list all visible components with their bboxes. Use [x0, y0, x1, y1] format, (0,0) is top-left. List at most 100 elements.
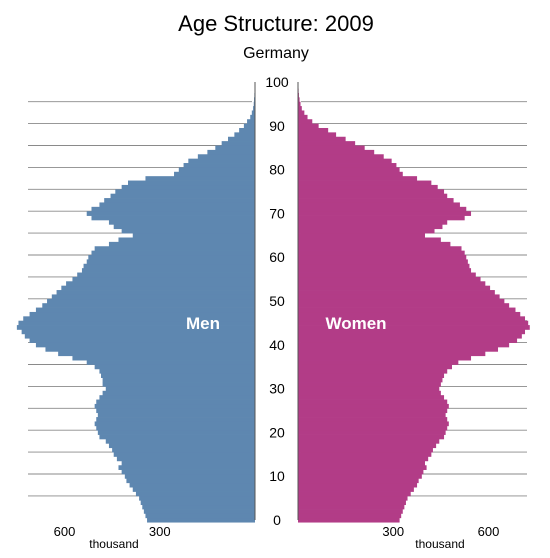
women-bar: [298, 184, 438, 190]
men-bar: [251, 110, 255, 116]
women-bar: [298, 268, 472, 273]
women-bar: [298, 417, 448, 422]
men-bar: [58, 351, 256, 357]
women-bar: [298, 452, 432, 457]
women-bar: [298, 263, 470, 269]
age-tick-label: 30: [269, 381, 285, 397]
men-bar: [56, 290, 255, 295]
women-bar: [298, 202, 460, 208]
age-tick-label: 90: [269, 118, 285, 134]
age-axis-ticks: 0 10 20 30 40 50 60 70 80 90 100: [265, 74, 289, 528]
age-tick-label: 10: [269, 468, 285, 484]
women-bar: [298, 377, 443, 383]
women-bar: [298, 360, 459, 365]
women-pop-tick-label: 300: [382, 524, 404, 539]
women-bar: [298, 246, 462, 251]
women-bar: [298, 272, 476, 278]
men-bar: [102, 377, 255, 383]
women-bar: [298, 390, 441, 396]
women-bar: [298, 176, 418, 181]
women-bar: [298, 158, 392, 164]
women-bar: [298, 478, 419, 484]
women-bar: [298, 136, 346, 142]
men-bar: [113, 224, 256, 230]
men-bar: [215, 145, 255, 151]
women-bar: [298, 425, 448, 431]
men-bar: [115, 189, 255, 195]
men-bar: [96, 399, 255, 405]
men-bar: [121, 460, 256, 466]
men-bar: [21, 329, 256, 335]
men-unit-label: thousand: [89, 537, 138, 551]
women-bar: [298, 206, 467, 212]
men-bar: [18, 320, 256, 326]
men-bar: [94, 421, 255, 427]
women-bar: [298, 119, 313, 124]
men-bar: [42, 303, 256, 308]
men-bar: [81, 268, 256, 273]
men-bar: [88, 255, 255, 260]
women-bar: [298, 294, 500, 300]
women-bar: [298, 167, 400, 173]
age-tick-label: 50: [269, 293, 285, 309]
women-bar: [298, 325, 530, 330]
men-bar: [124, 474, 255, 479]
women-bar: [298, 163, 397, 168]
women-bar: [298, 355, 472, 361]
men-bar: [239, 127, 255, 133]
men-bar: [83, 263, 255, 269]
women-bar: [298, 311, 521, 317]
women-bar: [298, 228, 435, 234]
women-pop-tick-label: 600: [478, 524, 500, 539]
men-bar: [116, 456, 255, 462]
age-tick-label: 40: [269, 337, 285, 353]
men-bar: [104, 198, 255, 203]
women-bar: [298, 403, 449, 409]
women-bar: [298, 193, 448, 199]
women-bar: [298, 219, 448, 225]
men-bar: [45, 346, 256, 352]
men-bar: [143, 509, 255, 514]
men-bar: [118, 465, 255, 470]
women-bar: [298, 281, 486, 287]
women-bar: [298, 500, 406, 506]
men-bar: [221, 141, 255, 146]
men-bar: [121, 469, 256, 475]
women-bar: [298, 408, 448, 414]
women-bar: [298, 211, 472, 216]
men-bar: [108, 241, 255, 247]
men-bar: [96, 417, 255, 422]
men-bar: [247, 119, 255, 124]
women-bar: [298, 127, 329, 133]
women-bar: [298, 97, 300, 103]
chart-subtitle: Germany: [243, 45, 309, 62]
women-bar: [298, 180, 432, 186]
women-bar: [298, 487, 414, 492]
men-bar: [86, 259, 255, 265]
men-bar: [145, 513, 255, 519]
women-bar: [298, 101, 301, 107]
men-bar: [99, 202, 255, 208]
men-bar: [23, 316, 255, 322]
women-bar: [298, 132, 337, 138]
men-bar: [132, 487, 255, 492]
women-bar: [298, 171, 403, 177]
men-bar: [77, 272, 255, 278]
men-bar: [118, 237, 255, 243]
men-bar: [91, 215, 255, 221]
men-bar: [35, 342, 255, 348]
women-bar: [298, 224, 443, 230]
women-bar: [298, 412, 446, 418]
men-bar: [91, 206, 255, 212]
women-bar: [298, 373, 445, 378]
women-bar: [298, 298, 505, 304]
women-bar: [298, 316, 526, 322]
women-bar: [298, 303, 510, 308]
women-bar: [298, 110, 305, 116]
men-bar: [142, 504, 255, 510]
women-bar: [298, 285, 491, 291]
men-bar: [86, 360, 255, 365]
men-bar: [94, 246, 255, 251]
men-bar: [253, 106, 255, 111]
